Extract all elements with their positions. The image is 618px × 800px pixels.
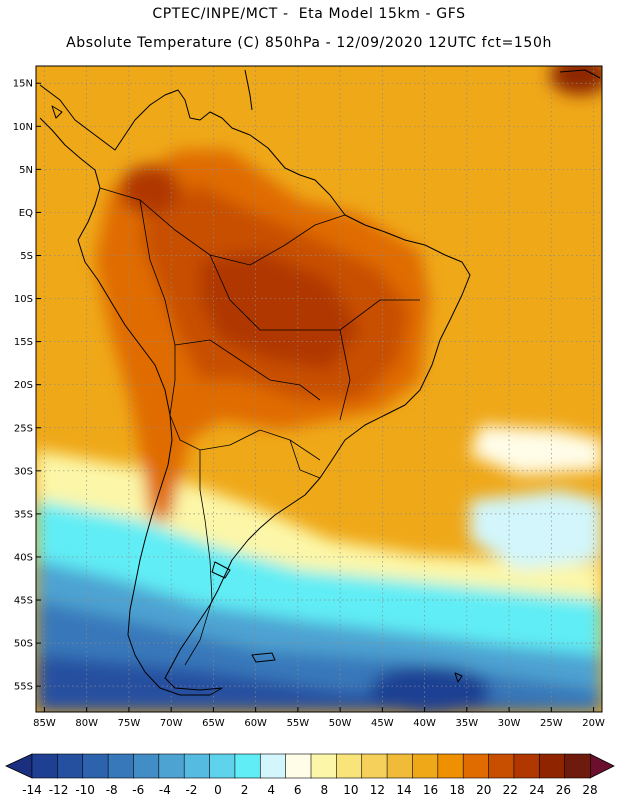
lat-label: 40S <box>14 552 33 563</box>
colorbar <box>5 753 615 779</box>
lat-label: 5S <box>20 251 33 262</box>
colorbar-label: 18 <box>450 783 465 797</box>
colorbar-label: 20 <box>476 783 491 797</box>
lon-label: 20W <box>582 718 605 729</box>
lon-label: 85W <box>33 718 56 729</box>
colorbar-under-arrow <box>5 753 33 779</box>
lat-label: 55S <box>14 682 33 693</box>
lat-label: EQ <box>19 208 33 219</box>
lon-label: 50W <box>329 718 352 729</box>
colorbar-label: 2 <box>241 783 249 797</box>
lon-label: 60W <box>244 718 267 729</box>
colorbar-swatch <box>336 753 363 779</box>
lon-label: 55W <box>287 718 310 729</box>
colorbar-label: 24 <box>529 783 544 797</box>
longitude-labels: 85W 80W 75W 70W 65W 60W 55W 50W 45W 40W 35W 30W 25W 2… <box>33 718 605 729</box>
lat-label: 45S <box>14 596 33 607</box>
lon-label: 45W <box>371 718 394 729</box>
colorbar-label: -2 <box>185 783 197 797</box>
colorbar-swatch <box>310 753 338 779</box>
colorbar-swatch <box>183 753 211 779</box>
colorbar-label: 16 <box>423 783 438 797</box>
colorbar-swatch <box>361 753 388 779</box>
colorbar-labels: -14 -12 -10 -8 -6 -4 -2 0 2 4 6 8 10 12 14 16 18 20 22 24 26… <box>22 783 597 797</box>
lat-label: 35S <box>14 509 33 520</box>
lat-label: 15S <box>14 337 33 348</box>
colorbar-swatch <box>158 753 185 779</box>
lon-label: 70W <box>160 718 183 729</box>
colorbar-label: 0 <box>214 783 222 797</box>
colorbar-swatch <box>234 753 262 779</box>
colorbar-label: 8 <box>320 783 328 797</box>
colorbar-swatch <box>488 753 515 779</box>
colorbar-label: 22 <box>503 783 518 797</box>
lat-label: 50S <box>14 639 33 650</box>
lat-label: 25S <box>14 423 33 434</box>
lon-label: 40W <box>413 718 436 729</box>
colorbar-label: -6 <box>132 783 144 797</box>
coastlines <box>39 69 601 696</box>
colorbar-swatch <box>513 753 541 779</box>
colorbar-swatch <box>259 753 287 779</box>
temperature-field <box>36 66 602 712</box>
colorbar-label: 26 <box>556 783 571 797</box>
colorbar-swatch <box>57 753 84 779</box>
country-borders <box>99 187 420 666</box>
colorbar-label: -4 <box>159 783 171 797</box>
lon-label: 65W <box>202 718 225 729</box>
lat-label: 20S <box>14 380 33 391</box>
colorbar-swatch <box>133 753 160 779</box>
title-line-2: Absolute Temperature (C) 850hPa - 12/09/… <box>66 35 552 51</box>
lon-label: 30W <box>498 718 521 729</box>
lat-label: 10N <box>13 122 33 133</box>
colorbar-label: -12 <box>49 783 69 797</box>
colorbar-swatch <box>564 753 591 779</box>
colorbar-label: -14 <box>22 783 42 797</box>
lat-label: 10S <box>14 294 33 305</box>
title-line-1: CPTEC/INPE/MCT - Eta Model 15km - GFS <box>152 6 466 22</box>
colorbar-swatch <box>31 753 59 779</box>
lon-label: 75W <box>118 718 141 729</box>
colorbar-label: 28 <box>582 783 597 797</box>
colorbar-label: 4 <box>267 783 275 797</box>
lat-label: 30S <box>14 466 33 477</box>
colorbar-label: 12 <box>370 783 385 797</box>
colorbar-label: -10 <box>75 783 95 797</box>
colorbar-over-arrow <box>589 753 615 779</box>
colorbar-swatch <box>437 753 464 779</box>
colorbar-swatch <box>285 753 312 779</box>
colorbar-swatch <box>412 753 439 779</box>
latitude-labels: 15N 10N 5N EQ 5S 10S 15S 20S 25S 30S 35S 40S 45S 50S 5… <box>13 79 33 693</box>
colorbar-label: 6 <box>294 783 302 797</box>
map-frame <box>35 65 603 713</box>
colorbar-swatch <box>107 753 135 779</box>
lon-label: 25W <box>540 718 563 729</box>
lat-label: 15N <box>13 79 33 90</box>
colorbar-swatch <box>538 753 566 779</box>
colorbar-label: -8 <box>106 783 118 797</box>
colorbar-label: 10 <box>343 783 358 797</box>
colorbar-swatch <box>82 753 109 779</box>
colorbar-swatch <box>209 753 236 779</box>
lat-label: 5N <box>19 165 33 176</box>
axis-ticks <box>36 82 595 712</box>
colorbar-swatch <box>462 753 490 779</box>
lon-label: 80W <box>75 718 98 729</box>
lon-label: 35W <box>456 718 479 729</box>
colorbar-label: 14 <box>396 783 411 797</box>
colorbar-swatch <box>386 753 414 779</box>
